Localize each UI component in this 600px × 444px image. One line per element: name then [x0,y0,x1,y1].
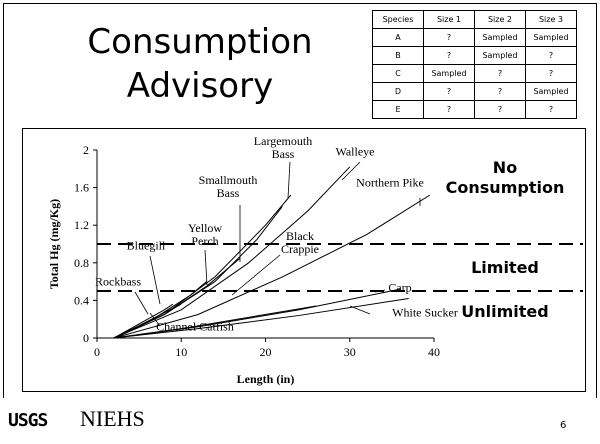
species-table: Species Size 1 Size 2 Size 3 A? Sampled Sample… [372,10,577,119]
label-pointer [287,161,291,199]
table-row: C Sampled?? [372,64,577,83]
series-label: Channel Catfish [156,319,234,334]
slide-title: Consumption Advisory [87,22,313,106]
x-tick-label: 20 [260,345,272,359]
table-cell: E [372,100,424,119]
series-label: Bluegill [126,238,166,253]
series-label: Smallmouth Bass [198,173,258,200]
label-pointer [341,161,361,181]
species-line [113,305,317,339]
species-line [113,194,292,339]
y-axis-label: Total Hg (mg/Kg) [47,199,61,289]
label-pointer [149,255,161,305]
y-tick-label: 1.6 [74,181,89,195]
y-tick-label: 0.4 [74,293,89,307]
species-line [113,303,182,339]
chart-frame [22,128,586,392]
species-line [113,166,351,339]
series-label: Northern Pike [356,175,424,190]
series-label: Yellow Perch [187,221,223,248]
y-tick-label: 0.8 [74,256,89,270]
table-row: D?? Sampled [372,82,577,101]
logo: USGS [8,410,48,431]
series-label: Largemouth Bass [253,134,313,161]
series-label: Carp [388,280,412,295]
x-tick-label: 30 [344,345,356,359]
species-line [113,298,409,339]
slide-frame [3,3,597,398]
logo: NIEHS [80,406,145,431]
x-axis-label: Length (in) [237,372,295,386]
species-line [113,194,431,339]
y-tick-label: 0 [83,331,89,345]
page-number: 6 [560,420,567,431]
zone-label: Unlimited [461,302,549,321]
label-pointer [374,289,386,293]
label-pointer [134,291,149,315]
x-tick-label: 10 [175,345,187,359]
x-tick-label: 0 [94,345,100,359]
label-pointer [349,305,371,315]
table-row: E??? [372,100,577,119]
series-label: Rockbass [95,274,141,289]
series-label: Black Crappie [281,229,319,256]
table-cell: ? [525,64,577,83]
label-pointer [231,254,281,296]
table-cell: ? [525,100,577,119]
x-tick-label: 40 [428,345,440,359]
y-tick-label: 1.2 [74,218,89,232]
zone-label: Limited [471,258,539,277]
zone-label: No Consumption [445,158,565,197]
label-pointer [149,312,161,327]
label-pointer [204,249,208,286]
series-label: Walleye [335,144,375,159]
table-cell: ? [423,100,475,119]
species-line [113,303,174,339]
series-label: White Sucker [392,305,458,320]
y-tick-label: 2 [83,143,89,157]
